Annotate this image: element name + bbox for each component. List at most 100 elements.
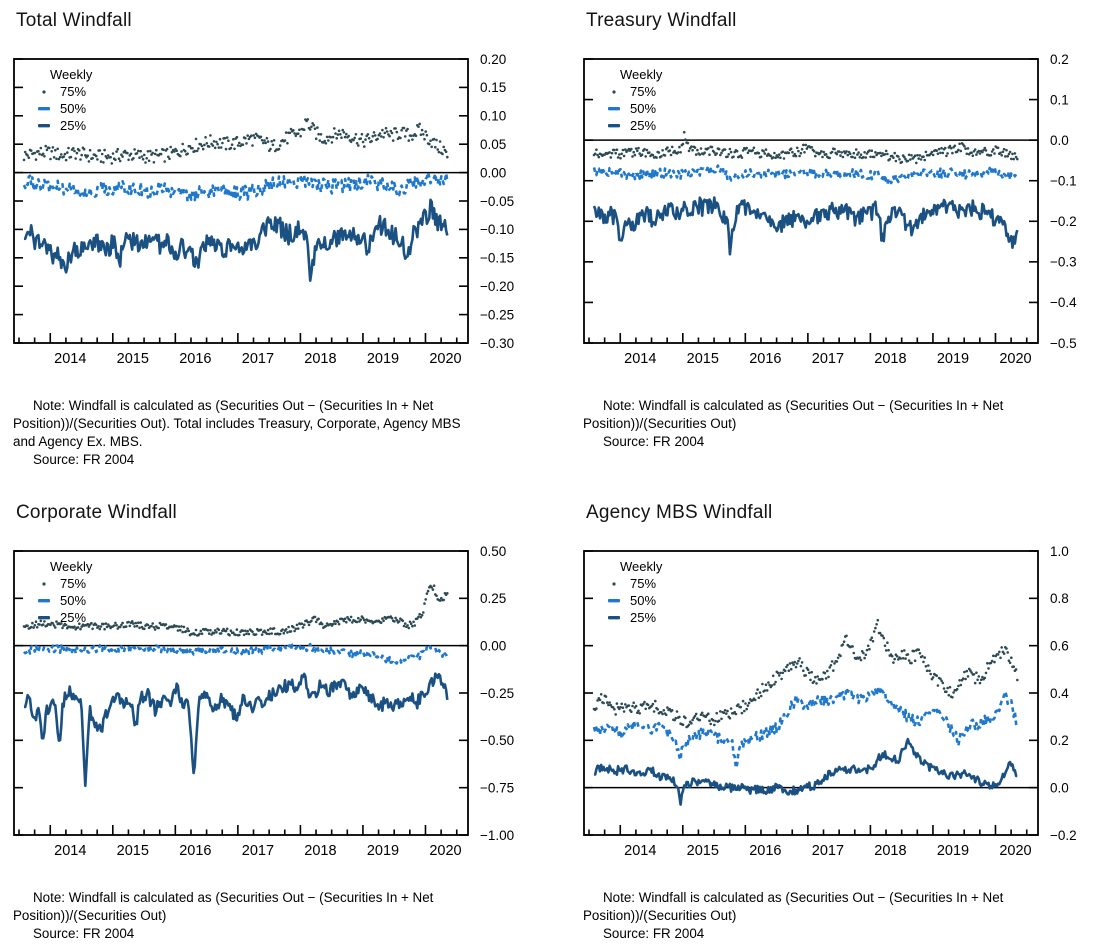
dot xyxy=(60,622,63,625)
y-tick-label: 0.10 xyxy=(480,109,506,124)
dot xyxy=(394,127,397,130)
dot xyxy=(799,151,803,155)
legend-marker-75pct xyxy=(42,582,46,586)
dot xyxy=(613,148,616,152)
dot xyxy=(245,632,248,636)
x-tick-label: 2020 xyxy=(999,843,1031,859)
dot xyxy=(49,157,52,161)
chart-note: Note: Windfall is calculated as (Securit… xyxy=(583,889,1049,943)
dot xyxy=(791,150,794,154)
dot xyxy=(936,152,940,155)
dot xyxy=(959,149,963,153)
dot xyxy=(963,670,966,674)
legend-label: 25% xyxy=(630,610,656,625)
dot xyxy=(919,158,923,161)
dot xyxy=(227,139,230,142)
dot xyxy=(306,118,310,121)
x-tick-label: 2016 xyxy=(749,351,781,367)
note-text: Note: Windfall is calculated as (Securit… xyxy=(13,398,461,449)
dot xyxy=(318,139,322,142)
y-axis-ticks: 0.2 0.1 0.0 −0.1 −0.2 −0.3 −0.4 −0.5 xyxy=(584,52,1077,351)
note-text: Note: Windfall is calculated as (Securit… xyxy=(583,890,1004,923)
legend-marker-25pct xyxy=(608,616,620,620)
y-tick-label: 0.00 xyxy=(480,165,506,180)
dot xyxy=(605,701,609,704)
dot xyxy=(720,717,723,721)
dot xyxy=(909,158,912,161)
dot xyxy=(132,157,135,160)
series-25pct xyxy=(23,672,449,788)
dot xyxy=(84,154,87,157)
dot xyxy=(361,140,365,144)
dot xyxy=(773,151,776,155)
dot xyxy=(777,674,781,677)
dot xyxy=(282,631,286,635)
dot xyxy=(859,153,863,156)
series-75pct xyxy=(22,584,449,637)
dot xyxy=(881,634,884,638)
dot xyxy=(880,154,883,158)
plot-border xyxy=(583,58,1039,344)
dot xyxy=(370,619,373,623)
dot xyxy=(385,130,389,133)
dot xyxy=(599,693,603,696)
dot xyxy=(97,625,100,628)
dot xyxy=(782,157,786,160)
dot xyxy=(207,632,211,635)
dot xyxy=(1005,647,1008,650)
dot xyxy=(45,148,49,152)
dot xyxy=(436,148,440,151)
dot xyxy=(989,661,993,665)
dot xyxy=(57,157,61,161)
dot xyxy=(105,625,109,629)
dot xyxy=(246,629,249,633)
dot xyxy=(853,156,857,160)
dot xyxy=(120,153,123,156)
dot xyxy=(33,624,37,627)
dot xyxy=(246,134,249,137)
dot xyxy=(699,713,703,716)
dot xyxy=(209,134,212,137)
legend-label: 25% xyxy=(60,610,86,625)
dot xyxy=(830,150,834,154)
dot xyxy=(979,678,983,681)
dot xyxy=(420,128,424,132)
dot xyxy=(221,141,224,145)
dot xyxy=(98,627,102,631)
dot xyxy=(744,702,747,705)
dot xyxy=(654,699,657,703)
dot xyxy=(657,151,661,154)
dot xyxy=(39,146,43,150)
dot xyxy=(43,155,46,158)
dot xyxy=(823,671,827,675)
dot xyxy=(845,150,848,153)
dot xyxy=(441,152,444,156)
dot xyxy=(219,146,223,149)
dot xyxy=(862,155,865,159)
dot xyxy=(791,661,794,664)
dot xyxy=(382,619,385,623)
dot xyxy=(670,709,674,712)
dot xyxy=(990,659,994,663)
dot xyxy=(390,131,394,135)
y-tick-label: −0.10 xyxy=(480,222,514,237)
dot xyxy=(325,135,329,139)
dot xyxy=(793,152,797,156)
dot xyxy=(133,625,136,628)
dot xyxy=(935,149,938,152)
dot xyxy=(945,690,948,694)
dot xyxy=(111,152,115,155)
dot xyxy=(134,621,138,625)
dot xyxy=(992,654,995,658)
x-tick-label: 2019 xyxy=(367,843,399,859)
dot xyxy=(144,161,147,164)
dot xyxy=(815,682,818,685)
dot xyxy=(684,138,687,141)
dot xyxy=(403,622,407,625)
dot xyxy=(969,669,972,672)
dot xyxy=(382,136,385,139)
panel-agency-mbs-windfall: Agency MBS Windfall 1.0 0.8 0.6 0.4 0.2 0.0 −0… xyxy=(550,492,1100,945)
dot xyxy=(910,154,913,157)
dot xyxy=(593,152,597,156)
dot xyxy=(317,132,320,136)
